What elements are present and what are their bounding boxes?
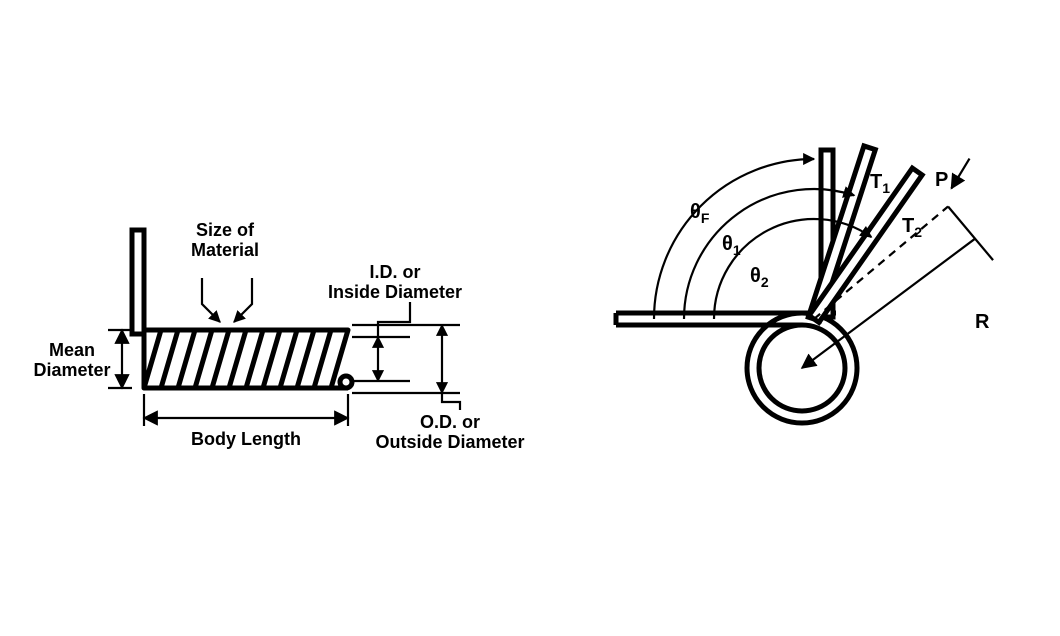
p-label: P [935, 169, 948, 191]
t1-label: T1 [870, 171, 890, 196]
inside-diameter-label: I.D. or [369, 262, 420, 282]
r-label: R [975, 311, 990, 333]
theta-f-label: θF [690, 201, 710, 226]
theta-2-label: θ2 [750, 265, 769, 290]
spring-end-view: θF θ1 θ2 T1 T2 P R [616, 146, 993, 423]
spring-side-view: MeanDiameter Body Length Size ofMaterial I.… [33, 220, 524, 452]
mean-diameter-label: Mean [49, 340, 95, 360]
mean-diameter-label: Diameter [33, 360, 110, 380]
p-arrow [951, 159, 969, 189]
size-of-material-label: Size of [196, 220, 255, 240]
inside-diameter-label: Inside Diameter [328, 282, 462, 302]
theta-1-label: θ1 [722, 233, 741, 258]
body-length-label: Body Length [191, 429, 301, 449]
outside-diameter-label: O.D. or [420, 412, 480, 432]
torsion-spring-diagram: MeanDiameter Body Length Size ofMaterial I.… [0, 0, 1060, 636]
spring-leg [132, 230, 144, 334]
size-of-material-label: Material [191, 240, 259, 260]
t2-label: T2 [902, 215, 922, 240]
outside-diameter-label: Outside Diameter [375, 432, 524, 452]
